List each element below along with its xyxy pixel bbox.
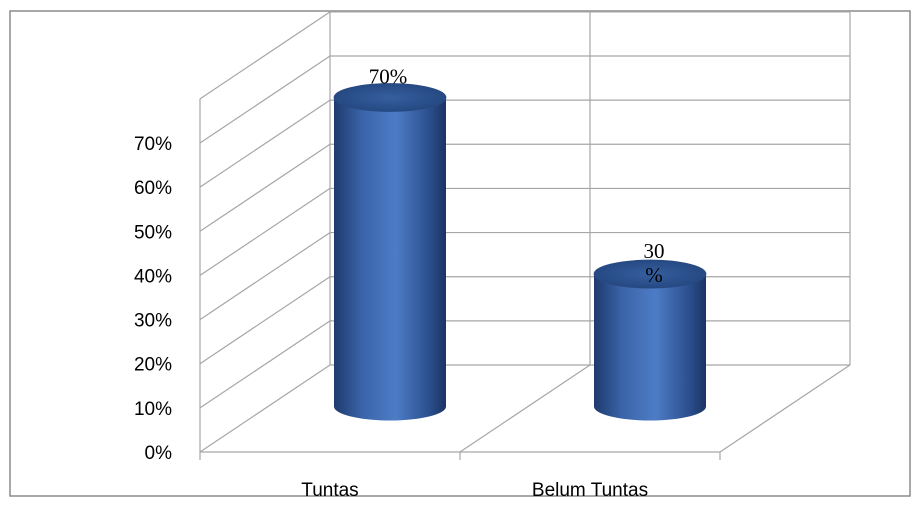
y-axis-ticks: 0% 10% 20% 30% 40% 50% 60% 70%: [134, 134, 172, 464]
y-tick-label: 0%: [145, 443, 173, 464]
y-tick-label: 30%: [134, 311, 172, 332]
side-gridline: [199, 320, 331, 409]
data-label: 30%: [644, 239, 665, 287]
y-tick-label: 10%: [134, 399, 172, 420]
chart-border: [9, 10, 911, 497]
bar-top: [593, 259, 707, 289]
bar: [593, 259, 707, 421]
y-tick-label: 20%: [134, 355, 172, 376]
bar-top: [333, 83, 447, 112]
y-tick-label: 60%: [134, 178, 172, 199]
data-label-line: %: [645, 263, 663, 287]
bar-body: [594, 274, 706, 421]
data-label-line: 30: [644, 239, 665, 263]
y-tick-label: 70%: [134, 134, 172, 155]
side-gridline: [199, 143, 331, 232]
bars: 70% 30%: [333, 65, 707, 421]
category-label: Tuntas: [301, 480, 358, 501]
chart-walls: [199, 11, 851, 460]
side-gridline: [199, 232, 331, 321]
side-gridline: [199, 11, 331, 100]
category-labels: Tuntas Belum Tuntas: [301, 480, 648, 501]
bar-body: [334, 97, 446, 421]
side-gridline: [199, 187, 331, 276]
bar: [333, 83, 447, 421]
floor-divider: [459, 364, 591, 453]
data-label: 70%: [369, 65, 408, 89]
data-label-line: 70%: [369, 65, 408, 89]
side-gridline: [199, 55, 331, 144]
category-label: Belum Tuntas: [532, 480, 648, 501]
side-gridline: [199, 364, 331, 453]
y-tick-label: 40%: [134, 266, 172, 287]
side-gridline: [199, 276, 331, 365]
y-tick-label: 50%: [134, 222, 172, 243]
floor-right-edge: [719, 364, 851, 453]
side-gridline: [199, 99, 331, 188]
